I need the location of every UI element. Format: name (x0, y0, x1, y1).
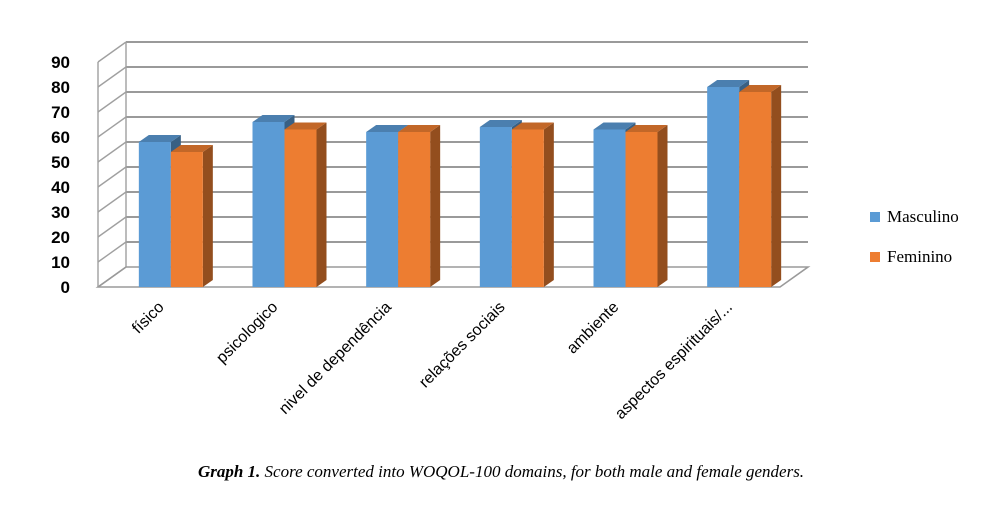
bar-feminino-1 (284, 122, 327, 287)
bar-top (366, 125, 409, 132)
bar-feminino-3 (511, 122, 554, 287)
x-tick-label: relações sociais (416, 299, 509, 392)
bar-top (170, 145, 213, 152)
bar-side (657, 125, 668, 287)
bar-top (707, 80, 750, 87)
bar-front (625, 132, 658, 287)
bar-front (284, 129, 317, 287)
bar-top (739, 85, 782, 92)
y-axis: 0 10 20 30 40 50 60 70 80 90 (51, 53, 70, 297)
gridline-depth (97, 166, 127, 188)
bar-front (170, 152, 203, 287)
caption-label: Graph 1. (197, 462, 261, 481)
y-tick-label: 80 (51, 78, 70, 97)
legend-swatch-feminino (870, 252, 880, 262)
bar-front (398, 132, 431, 287)
bar-feminino-4 (625, 125, 668, 287)
gridline-depth (97, 191, 127, 213)
grid (95, 41, 811, 288)
bar-feminino-5 (739, 85, 782, 287)
bar-side (543, 122, 554, 287)
legend-swatch-masculino (870, 212, 880, 222)
gridline-depth (97, 116, 127, 138)
gridline-depth (97, 141, 127, 163)
bar-side (316, 122, 327, 287)
y-tick-label: 90 (51, 53, 70, 72)
bar-front (366, 132, 399, 287)
gridline-depth (97, 41, 127, 63)
bar-front (479, 127, 512, 287)
y-tick-label: 20 (51, 228, 70, 247)
bar-top (138, 135, 181, 142)
gridline-depth (97, 91, 127, 113)
gridline-depth (97, 241, 127, 263)
bar-front (707, 87, 740, 287)
bar-top (284, 122, 327, 130)
bar-top (625, 125, 668, 132)
caption-text: Score converted into WOQOL-100 domains, … (260, 462, 805, 481)
x-tick-label: nivel de dependência (276, 299, 395, 418)
legend: Masculino Feminino (870, 207, 959, 266)
bar-top (511, 122, 554, 130)
bar-front (593, 129, 626, 287)
y-tick-label: 70 (51, 103, 70, 122)
x-tick-label: físico (129, 299, 167, 337)
y-tick-label: 30 (51, 203, 70, 222)
gridline-depth (97, 216, 127, 238)
bar-side (430, 125, 441, 287)
gridline-depth (97, 66, 127, 88)
bar-front (252, 122, 285, 287)
bar-feminino-0 (170, 145, 213, 287)
bar-side (202, 145, 213, 287)
legend-label-feminino: Feminino (887, 247, 952, 266)
y-tick-label: 50 (51, 153, 70, 172)
y-tick-label: 40 (51, 178, 70, 197)
y-tick-label: 60 (51, 128, 70, 147)
bar-top (252, 115, 295, 122)
bar-front (511, 129, 544, 287)
bar-top (593, 122, 636, 130)
bar-top (479, 120, 522, 127)
x-tick-label: psicologico (213, 299, 281, 367)
legend-label-masculino: Masculino (887, 207, 959, 226)
chart: 0 10 20 30 40 50 60 70 80 90 físico psicologiconiv… (51, 41, 959, 423)
y-tick-label: 0 (61, 278, 70, 297)
chart-floor (95, 266, 811, 288)
bar-feminino-2 (398, 125, 441, 287)
bar-front (739, 92, 772, 287)
bar-side (771, 85, 782, 287)
y-tick-label: 10 (51, 253, 70, 272)
x-tick-label: ambiente (564, 299, 623, 358)
x-tick-label: aspectos espirituais/... (612, 299, 736, 423)
figure-caption: Graph 1. Score converted into WOQOL-100 … (0, 462, 1002, 482)
bar-top (398, 125, 441, 132)
bar-front (138, 142, 171, 287)
bars (138, 80, 782, 287)
